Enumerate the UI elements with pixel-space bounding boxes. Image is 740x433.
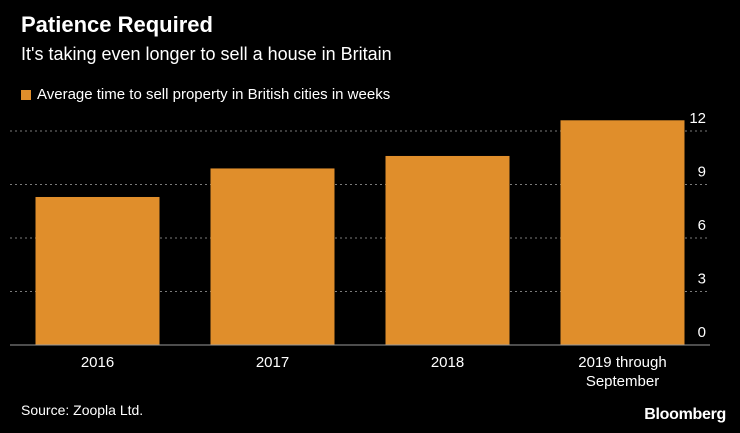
legend-label: Average time to sell property in British… <box>37 86 391 103</box>
chart-title: Patience Required <box>21 12 213 37</box>
legend: Average time to sell property in British… <box>21 86 390 103</box>
x-tick-label: 2016 <box>81 354 114 371</box>
bar <box>35 196 160 345</box>
bar <box>210 168 335 345</box>
source-note: Source: Zoopla Ltd. <box>21 402 144 418</box>
x-tick-label: 2019 through <box>578 354 666 371</box>
y-tick-label: 0 <box>698 324 706 341</box>
chart-subtitle: It's taking even longer to sell a house … <box>21 44 392 64</box>
bar <box>385 155 510 345</box>
y-tick-label: 12 <box>689 110 706 127</box>
y-tick-label: 6 <box>698 217 706 234</box>
x-tick-label: 2018 <box>431 354 464 371</box>
bloomberg-logo: Bloomberg <box>644 406 726 423</box>
y-tick-label: 3 <box>698 271 706 288</box>
x-tick-label: September <box>586 373 659 390</box>
bar <box>560 120 685 345</box>
x-tick-label: 2017 <box>256 354 289 371</box>
legend-swatch <box>21 89 31 100</box>
y-tick-label: 9 <box>698 164 706 181</box>
